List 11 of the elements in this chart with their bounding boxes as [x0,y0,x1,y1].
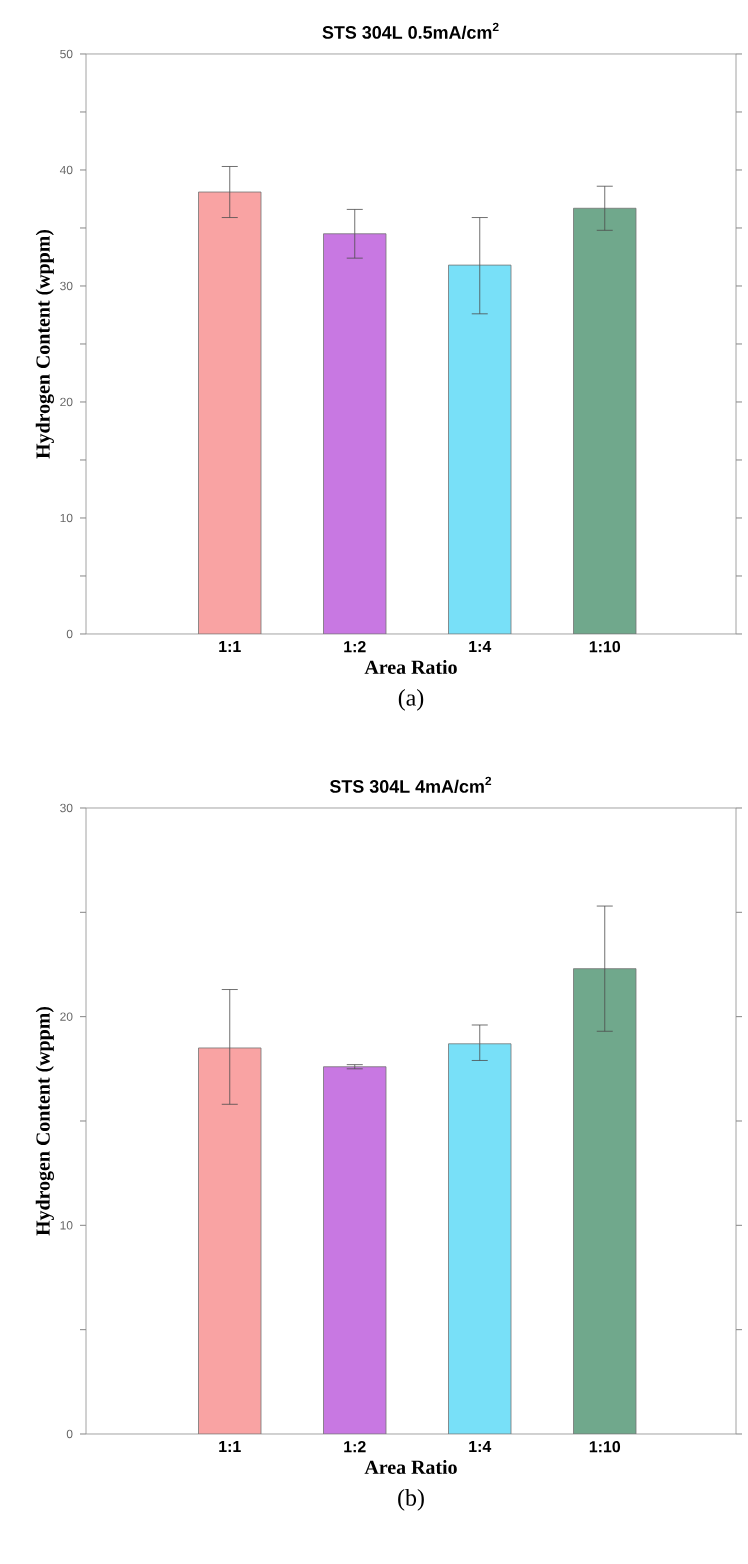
chart-title: STS 304L 0.5mA/cm$^{2}$ [322,22,499,39]
bar [448,1043,512,1434]
chart-title: STS 304L 4mA/cm$^{2}$ [329,776,492,793]
bar [448,264,512,634]
x-axis-title: Area Ratio [364,659,457,674]
y-axis-title: Hydrogen Content (wppm) [35,1006,54,1236]
text: (a) [398,689,424,711]
x-axis-title: Area Ratio [364,1459,457,1475]
text: (b) [398,1489,424,1511]
y-axis-title: Hydrogen Content (wppm) [35,229,54,459]
bar [198,1047,262,1434]
